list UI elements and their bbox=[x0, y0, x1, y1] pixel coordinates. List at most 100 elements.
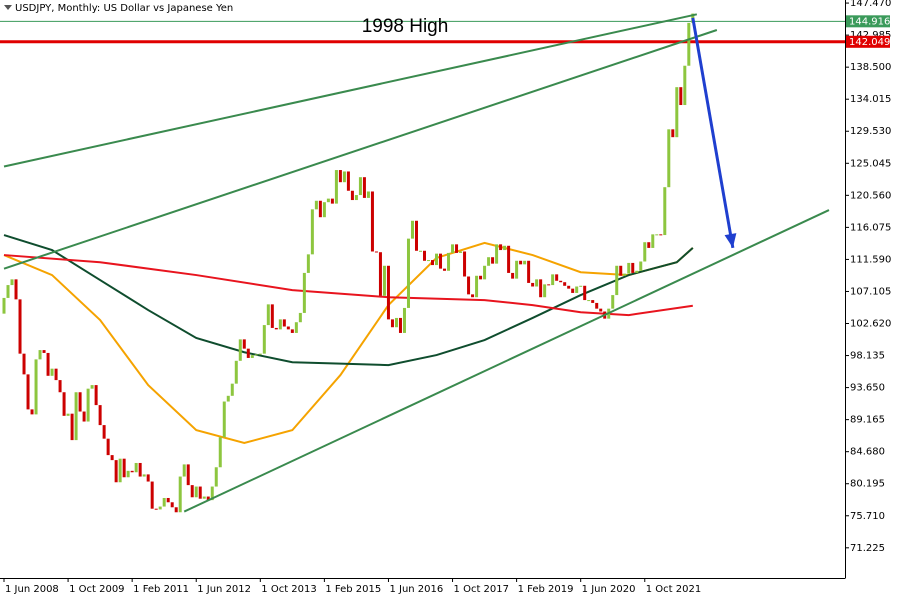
candle bbox=[310, 209, 314, 255]
candle bbox=[515, 260, 519, 279]
candle bbox=[378, 252, 382, 296]
x-tick-label: 1 Jun 2016 bbox=[389, 584, 443, 595]
candle bbox=[2, 297, 6, 314]
candle bbox=[270, 304, 274, 328]
candle bbox=[427, 260, 431, 262]
candle bbox=[86, 388, 90, 422]
y-tick-label: 80.195 bbox=[850, 479, 885, 490]
candle bbox=[563, 282, 567, 286]
x-tick-label: 1 Oct 2009 bbox=[69, 584, 124, 595]
candle bbox=[683, 65, 687, 106]
x-tick-label: 1 Jun 2020 bbox=[582, 584, 636, 595]
candle bbox=[631, 262, 635, 273]
candle bbox=[186, 464, 190, 486]
candle bbox=[206, 496, 210, 501]
plot-area bbox=[0, 13, 845, 513]
candle bbox=[599, 308, 603, 312]
candle bbox=[226, 395, 230, 402]
candle bbox=[330, 198, 334, 204]
candle bbox=[475, 275, 479, 298]
candle bbox=[611, 295, 615, 309]
candle bbox=[26, 374, 30, 410]
candle bbox=[358, 177, 362, 196]
candle bbox=[507, 245, 511, 273]
price-label: 142.049 bbox=[849, 37, 890, 48]
candle bbox=[334, 170, 338, 204]
candle bbox=[447, 252, 451, 271]
candle bbox=[246, 348, 250, 358]
price-label-box bbox=[846, 35, 890, 48]
candle bbox=[583, 285, 587, 301]
candle bbox=[615, 265, 619, 296]
candle bbox=[198, 486, 202, 499]
candle bbox=[210, 486, 214, 501]
candle bbox=[366, 191, 370, 198]
candle bbox=[459, 251, 463, 253]
candle bbox=[282, 319, 286, 327]
candle bbox=[414, 220, 418, 251]
candle bbox=[579, 285, 583, 287]
arrow bbox=[691, 17, 735, 249]
candle bbox=[70, 413, 74, 441]
candle bbox=[471, 294, 475, 298]
candle bbox=[354, 195, 358, 201]
candle bbox=[146, 474, 150, 482]
y-tick-label: 102.620 bbox=[850, 319, 891, 330]
candle bbox=[587, 300, 591, 302]
candle bbox=[302, 272, 306, 313]
candle bbox=[274, 327, 278, 330]
candle bbox=[519, 260, 523, 265]
candle bbox=[647, 242, 651, 248]
candle bbox=[42, 350, 46, 353]
moving-average bbox=[3, 234, 694, 367]
candle bbox=[406, 238, 410, 308]
candle bbox=[431, 260, 435, 266]
candle bbox=[591, 300, 595, 303]
candle bbox=[182, 464, 186, 477]
candle bbox=[102, 425, 106, 439]
x-tick-label: 1 Oct 2021 bbox=[646, 584, 701, 595]
candle bbox=[679, 87, 683, 106]
candle bbox=[479, 275, 483, 280]
candle bbox=[18, 299, 22, 354]
candle bbox=[46, 352, 50, 376]
candle bbox=[659, 234, 663, 236]
candle bbox=[575, 286, 579, 293]
arrow-head bbox=[724, 233, 737, 248]
candle bbox=[134, 462, 138, 473]
candle bbox=[451, 244, 455, 253]
candle bbox=[318, 200, 322, 218]
candle bbox=[138, 462, 142, 477]
candle bbox=[238, 339, 242, 361]
y-tick-label: 138.500 bbox=[850, 62, 891, 73]
candle bbox=[306, 254, 310, 273]
candle bbox=[158, 506, 162, 510]
price-label-box bbox=[846, 15, 890, 28]
candle bbox=[94, 385, 98, 406]
trend-line bbox=[3, 13, 698, 168]
y-tick-label: 142.985 bbox=[850, 30, 891, 41]
x-tick-label: 1 Feb 2015 bbox=[325, 584, 381, 595]
candle bbox=[174, 507, 178, 513]
candle bbox=[258, 353, 262, 355]
candle bbox=[523, 260, 527, 265]
candle bbox=[595, 302, 599, 309]
candle bbox=[114, 460, 118, 483]
candle bbox=[370, 191, 374, 252]
candle bbox=[150, 481, 154, 509]
candle bbox=[539, 279, 543, 298]
candle bbox=[66, 413, 70, 416]
candle bbox=[50, 368, 54, 376]
candle bbox=[635, 270, 639, 273]
candle bbox=[338, 170, 342, 183]
y-tick-label: 107.105 bbox=[850, 286, 891, 297]
candle bbox=[503, 245, 507, 251]
candle bbox=[443, 268, 447, 271]
y-tick-label: 75.710 bbox=[850, 511, 885, 522]
candle bbox=[154, 508, 158, 510]
candle bbox=[543, 284, 547, 298]
candle bbox=[194, 486, 198, 498]
candle bbox=[555, 274, 559, 281]
candle bbox=[531, 282, 535, 287]
candle bbox=[214, 467, 218, 487]
